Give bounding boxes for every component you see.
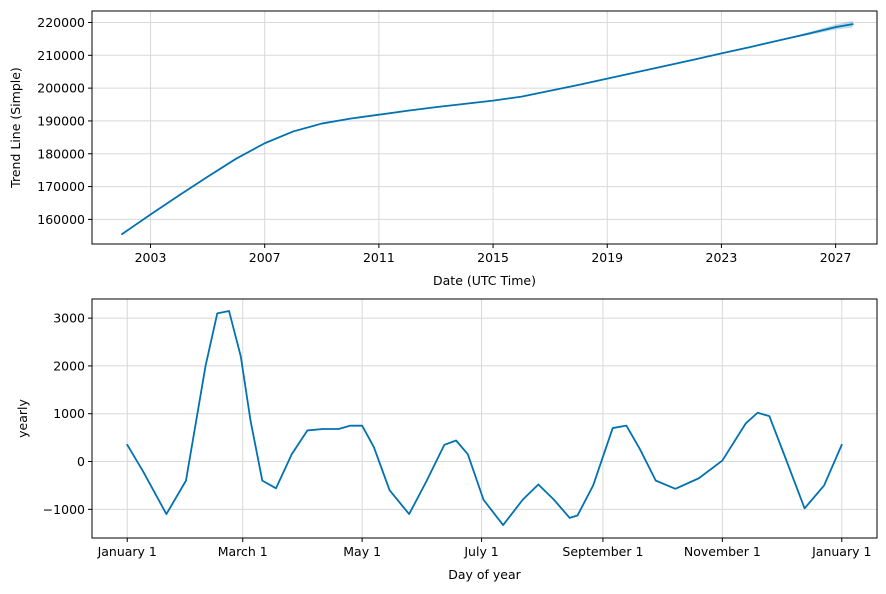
- x-tick-label: 2007: [249, 250, 281, 265]
- plot-frame: [91, 298, 878, 539]
- y-tick-label: 220000: [37, 15, 85, 30]
- y-tick-label: 160000: [37, 212, 85, 227]
- y-tick-label: 2000: [53, 358, 85, 373]
- chart-panel-1: 2003 2007 2011 2015 2019 2023 2027 160000 170000…: [8, 10, 878, 288]
- y-tick-label: 1000: [53, 406, 85, 421]
- x-tick-label: November 1: [684, 544, 761, 559]
- y-tick-label: 0: [77, 454, 85, 469]
- x-tick-label: 2019: [591, 250, 623, 265]
- y-tick-label: −1000: [43, 502, 85, 517]
- y-tick-label: 170000: [37, 179, 85, 194]
- x-tick-label: January 1: [97, 544, 157, 559]
- series-line-1: [126, 310, 843, 526]
- plot-frame: [91, 10, 878, 245]
- x-axis-label: Date (UTC Time): [433, 273, 536, 288]
- y-axis-label: yearly: [15, 399, 30, 438]
- x-tick-label: 2011: [363, 250, 395, 265]
- y-tick-label: 190000: [37, 113, 85, 128]
- x-tick-label: September 1: [562, 544, 643, 559]
- y-tick-label: 210000: [37, 48, 85, 63]
- y-tick-label: 3000: [53, 311, 85, 326]
- x-tick-label: March 1: [218, 544, 268, 559]
- x-tick-label: January 1: [811, 544, 871, 559]
- chart-panel-2: January 1 March 1 May 1 July 1 September 1 No…: [15, 298, 878, 582]
- x-tick-label: 2027: [820, 250, 852, 265]
- x-tick-label: 2003: [135, 250, 167, 265]
- y-tick-label: 180000: [37, 146, 85, 161]
- y-tick-label: 200000: [37, 81, 85, 96]
- x-tick-label: July 1: [463, 544, 498, 559]
- y-axis-label: Trend Line (Simple): [8, 67, 23, 189]
- x-axis-label: Day of year: [448, 567, 521, 582]
- series-line-1: [121, 23, 854, 236]
- x-tick-label: May 1: [343, 544, 381, 559]
- x-tick-label: 2015: [477, 250, 509, 265]
- x-tick-label: 2023: [706, 250, 738, 265]
